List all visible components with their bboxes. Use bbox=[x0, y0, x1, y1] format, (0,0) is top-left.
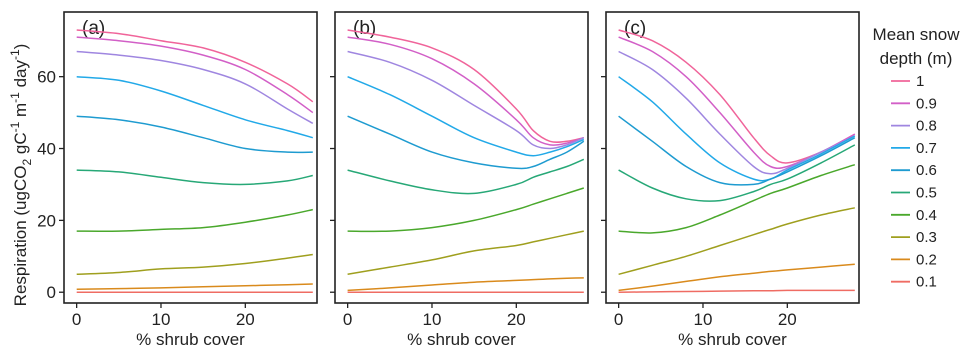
legend-item: 1 bbox=[891, 73, 924, 90]
panel-frame bbox=[605, 11, 860, 304]
panel-3: (c) 0 10 20% shrub cover bbox=[601, 11, 860, 349]
series-line-snow-0.5 bbox=[618, 144, 856, 202]
x-tick-label: 20 bbox=[507, 310, 526, 329]
legend-label: 0.2 bbox=[916, 251, 937, 268]
series-line-snow-0.1 bbox=[618, 289, 855, 293]
series-line-snow-0.6 bbox=[618, 115, 856, 186]
legend-title-line1: Mean snow bbox=[873, 25, 961, 44]
x-axis-title: % shrub cover bbox=[678, 330, 787, 349]
series-line-snow-0.9 bbox=[76, 36, 314, 114]
series-line-snow-0.2 bbox=[618, 263, 855, 292]
y-axis-title-subscript: 2 bbox=[20, 159, 34, 166]
series-line-snow-0.7 bbox=[618, 76, 856, 182]
legend-item: 0.8 bbox=[891, 118, 937, 135]
y-axis-title-superscript: -1 bbox=[8, 49, 22, 60]
series-line-snow-0.5 bbox=[347, 158, 585, 195]
series-line-snow-0.3 bbox=[347, 230, 584, 276]
y-tick-label: 20 bbox=[37, 211, 56, 230]
legend-label: 1 bbox=[916, 73, 924, 90]
legend-item: 0.9 bbox=[891, 95, 937, 112]
legend-item: 0.1 bbox=[891, 274, 937, 291]
x-tick-label: 0 bbox=[72, 310, 81, 329]
legend-label: 0.1 bbox=[916, 274, 937, 291]
series-line-snow-0.5 bbox=[76, 169, 313, 186]
x-tick-label: 10 bbox=[423, 310, 442, 329]
series-line-snow-0.3 bbox=[618, 207, 855, 276]
panel-frame bbox=[334, 11, 589, 304]
series-line-snow-0.4 bbox=[347, 187, 585, 233]
y-axis-title-part: day bbox=[11, 60, 30, 93]
panel-frame bbox=[63, 11, 318, 304]
x-tick-label: 20 bbox=[236, 310, 255, 329]
y-axis-title-part: Respiration (ugCO bbox=[11, 166, 30, 307]
panel-tag: (b) bbox=[353, 18, 376, 39]
legend-label: 0.6 bbox=[916, 162, 937, 179]
y-axis-title-superscript: -1 bbox=[8, 92, 22, 103]
legend-label: 0.9 bbox=[916, 95, 937, 112]
series-line-snow-0.9 bbox=[347, 36, 585, 146]
series-line-snow-1 bbox=[347, 29, 584, 143]
y-axis-title-part: m bbox=[11, 103, 30, 122]
y-tick-label: 0 bbox=[47, 283, 56, 302]
legend-item: 0.5 bbox=[891, 185, 937, 202]
legend-label: 0.8 bbox=[916, 118, 937, 135]
legend-label: 0.7 bbox=[916, 140, 937, 157]
y-axis-title: Respiration (ugCO2 gC-1 m-1 day-1) bbox=[8, 44, 34, 307]
series-line-snow-0.6 bbox=[347, 115, 585, 170]
panel-tag: (c) bbox=[624, 18, 646, 39]
legend-item: 0.4 bbox=[891, 207, 937, 224]
legend-item: 0.6 bbox=[891, 162, 937, 179]
series-line-snow-0.4 bbox=[618, 163, 856, 234]
panel-2: (b) 0 10 20% shrub cover bbox=[330, 11, 589, 349]
series-line-snow-1 bbox=[76, 29, 314, 103]
series-line-snow-0.8 bbox=[347, 50, 585, 150]
y-axis-title-superscript: -1 bbox=[8, 121, 22, 132]
x-tick-label: 0 bbox=[343, 310, 352, 329]
series-line-snow-0.4 bbox=[76, 208, 313, 232]
x-axis-title: % shrub cover bbox=[136, 330, 245, 349]
x-tick-label: 0 bbox=[614, 310, 623, 329]
y-tick-label: 60 bbox=[37, 68, 56, 87]
legend-label: 0.5 bbox=[916, 185, 937, 202]
series-line-snow-0.2 bbox=[76, 283, 313, 291]
legend-item: 0.2 bbox=[891, 251, 937, 268]
series-line-snow-0.2 bbox=[347, 277, 584, 292]
x-tick-label: 10 bbox=[694, 310, 713, 329]
series-line-snow-0.7 bbox=[347, 76, 585, 157]
series-line-snow-0.8 bbox=[618, 50, 856, 175]
y-axis-title-part: ) bbox=[11, 44, 30, 50]
series-line-snow-0.6 bbox=[76, 115, 313, 154]
series-line-snow-0.3 bbox=[76, 253, 313, 276]
x-axis-title: % shrub cover bbox=[407, 330, 516, 349]
legend-item: 0.3 bbox=[891, 229, 937, 246]
legend-label: 0.3 bbox=[916, 229, 937, 246]
series-line-snow-0.8 bbox=[76, 50, 314, 125]
legend-entries: 1 0.9 0.8 0.7 0.6 0.5 0.4 0.3 0.2 0.1 bbox=[891, 73, 937, 291]
legend: Mean snow depth (m) 1 0.9 0.8 0.7 0.6 0.5 0.4 0… bbox=[873, 25, 961, 291]
y-tick-label: 40 bbox=[37, 140, 56, 159]
x-tick-label: 10 bbox=[152, 310, 171, 329]
x-tick-label: 20 bbox=[778, 310, 797, 329]
series-line-snow-0.7 bbox=[76, 75, 314, 139]
legend-title-line2: depth (m) bbox=[880, 49, 953, 68]
panel-tag: (a) bbox=[82, 18, 105, 39]
legend-item: 0.7 bbox=[891, 140, 937, 157]
y-axis-title-part: gC bbox=[11, 132, 30, 158]
legend-label: 0.4 bbox=[916, 207, 937, 224]
